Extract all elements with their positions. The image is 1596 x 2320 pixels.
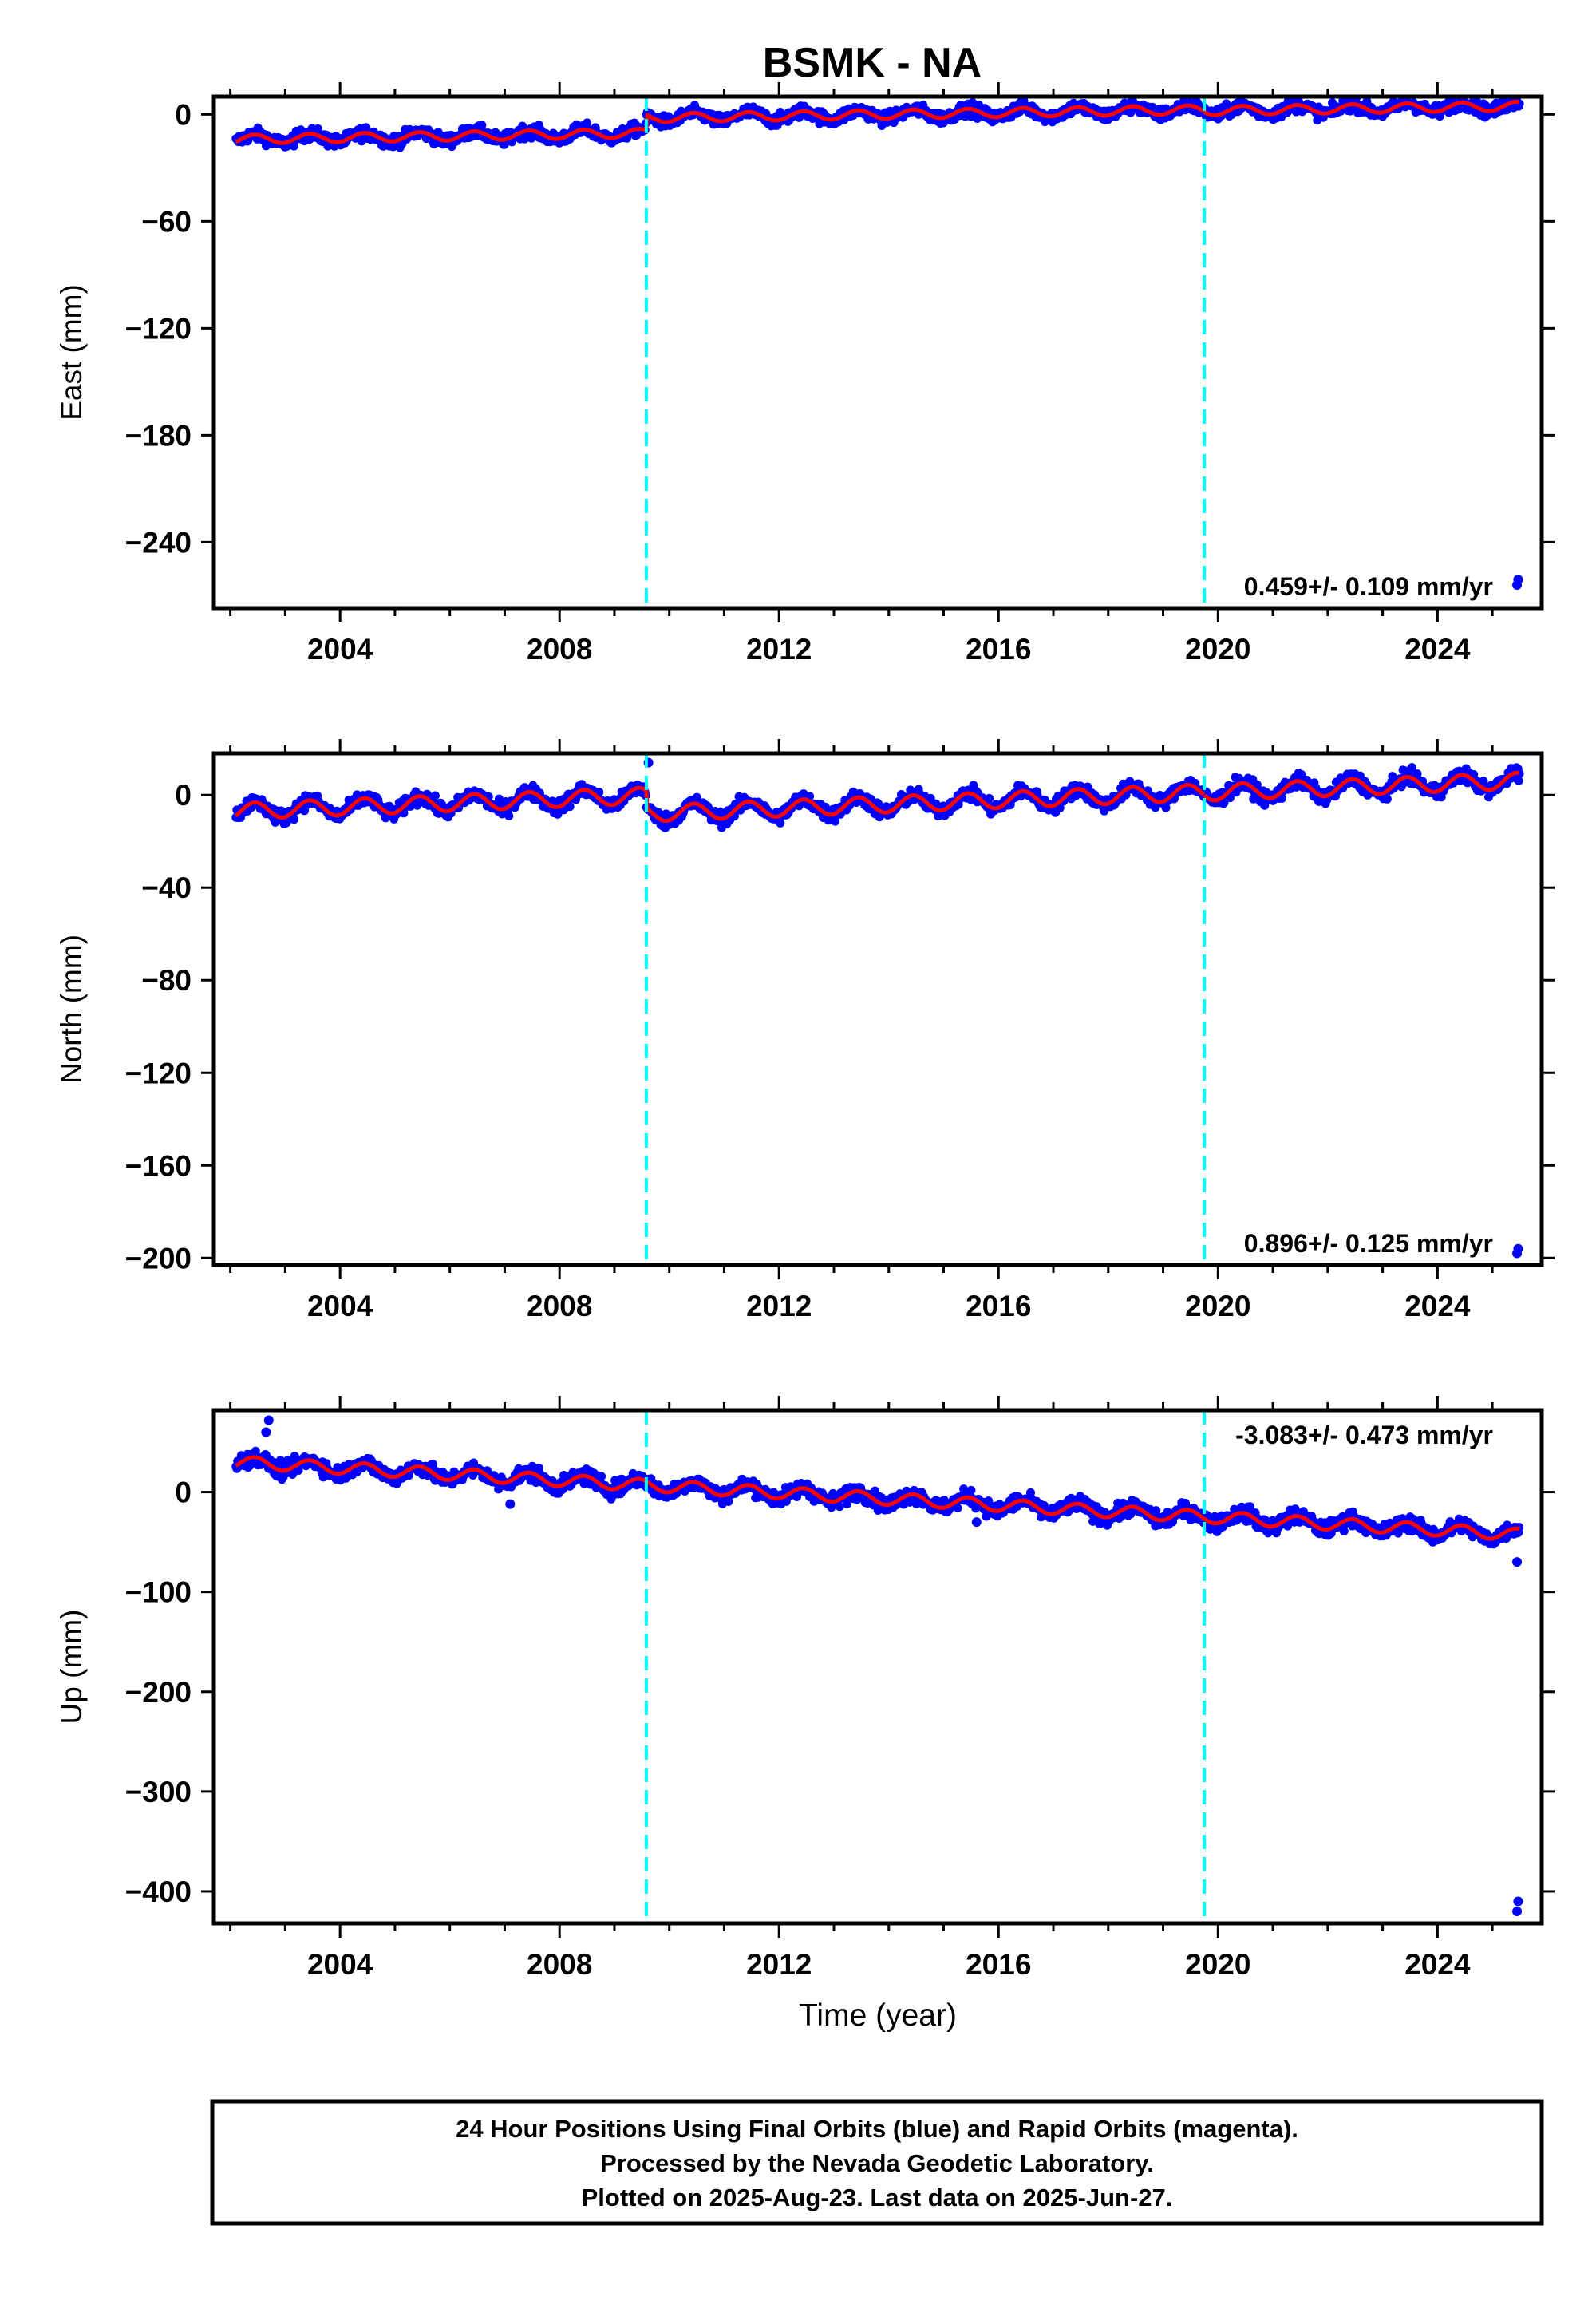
plot-area [231,93,1523,590]
x-tick-label: 2004 [307,1290,373,1322]
data-point [597,1472,606,1480]
y-tick-label: −120 [125,312,192,345]
y-tick-label: 0 [175,779,192,812]
y-tick-label: −160 [125,1149,192,1182]
outlier-point [1513,1244,1523,1254]
plot-frame [214,97,1542,608]
y-tick-label: −180 [125,419,192,452]
x-tick-label: 2024 [1404,1290,1471,1322]
figure-title: BSMK - NA [763,40,982,86]
x-tick-label: 2012 [746,1290,812,1322]
y-tick-label: −120 [125,1057,192,1089]
x-tick-label: 2012 [746,633,812,666]
plot-frame [214,753,1542,1265]
east-data-points [231,93,1523,152]
y-tick-label: −240 [125,526,192,559]
x-tick-label: 2020 [1185,633,1250,666]
y-axis-label: East (mm) [55,284,88,421]
plot-area [231,758,1523,1259]
x-tick-label: 2024 [1404,633,1471,666]
data-point [504,812,513,820]
data-point [290,815,298,824]
x-tick-label: 2008 [527,1290,592,1322]
x-tick-label: 2016 [966,633,1031,666]
outlier-point [1513,575,1523,584]
y-tick-label: 0 [175,98,192,131]
rate-label: 0.459+/- 0.109 mm/yr [1244,572,1493,601]
rate-label: 0.896+/- 0.125 mm/yr [1244,1229,1493,1258]
y-tick-label: −60 [141,205,192,238]
y-axis-label: North (mm) [55,935,88,1084]
data-point [985,794,994,803]
y-tick-label: −200 [125,1242,192,1275]
x-tick-label: 2016 [966,1290,1031,1322]
y-tick-label: −40 [141,871,192,904]
data-point [1383,795,1392,804]
east-panel: 0 −60 −120 −180 −240 2004 2008 2012 2016 2020 2024… [55,82,1555,666]
data-point [836,1502,844,1511]
north-panel: 0 −40 −80 −120 −160 −200 2004 2008 2012 2016 2020 2… [55,739,1555,1322]
data-point [967,1486,976,1495]
x-tick-label: 2008 [527,633,592,666]
data-point [431,792,440,800]
x-tick-label: 2004 [307,633,373,666]
up-data-points [231,1447,1523,1549]
y-tick-label: −80 [141,964,192,997]
plot-area [231,1416,1523,1916]
data-point [954,1504,962,1512]
x-tick-label: 2020 [1185,1290,1250,1322]
